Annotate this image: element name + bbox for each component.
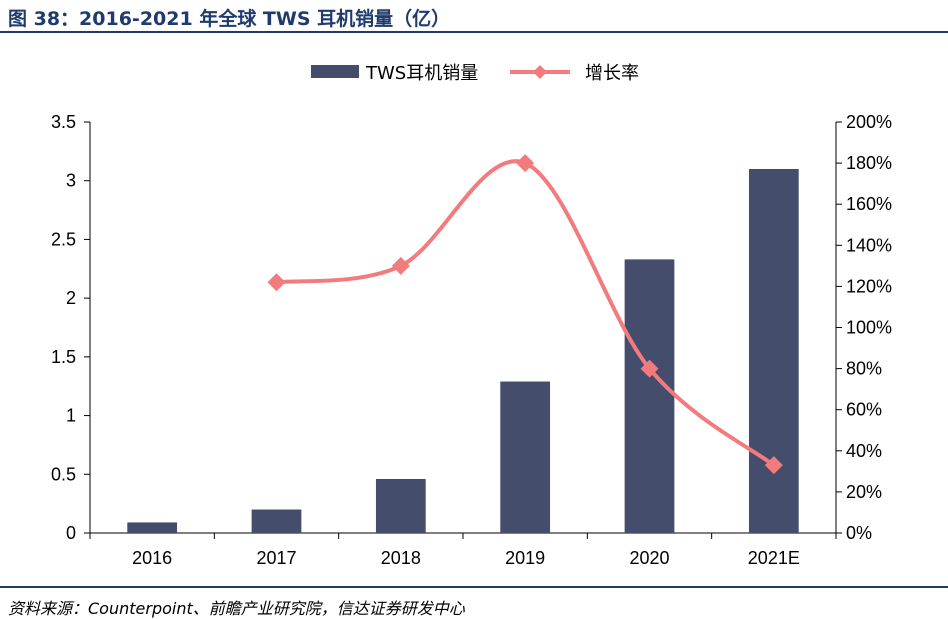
growth-point: [764, 456, 783, 475]
y-right-tick-label: 0%: [846, 523, 872, 543]
y-left-tick-label: 1.5: [51, 347, 76, 367]
x-tick-label: 2016: [132, 548, 172, 568]
x-tick-label: 2019: [505, 548, 545, 568]
figure-title: 图 38：2016-2021 年全球 TWS 耳机销量（亿）: [8, 8, 451, 30]
y-right-tick-label: 20%: [846, 482, 882, 502]
y-right-tick-label: 80%: [846, 359, 882, 379]
chart: TWS耳机销量 增长率 0 0.5 1 1.5 2 2.5 3 3.5 0% 20% 40% 60% 8…: [51, 63, 892, 568]
bars: [127, 168, 799, 533]
x-tick-label: 2021E: [748, 548, 800, 568]
growth-point: [391, 256, 410, 275]
axes: 0 0.5 1 1.5 2 2.5 3 3.5 0% 20% 40% 60% 80% 100% 120% 14…: [51, 112, 892, 568]
bar: [624, 259, 675, 533]
growth-point: [516, 154, 535, 173]
y-right-tick-label: 40%: [846, 441, 882, 461]
y-left-tick-label: 1: [66, 406, 76, 426]
y-left-tick-label: 3.5: [51, 112, 76, 132]
y-left-tick-label: 2.5: [51, 229, 76, 249]
legend-line-label: 增长率: [585, 63, 639, 84]
bar: [748, 168, 799, 533]
bar: [251, 509, 302, 533]
x-tick-label: 2020: [629, 548, 669, 568]
bar: [375, 478, 426, 533]
y-right-tick-label: 120%: [846, 276, 892, 296]
legend: TWS耳机销量 增长率: [311, 63, 639, 84]
y-right-tick-label: 180%: [846, 153, 892, 173]
source-rule: [0, 586, 948, 588]
legend-bar-label: TWS耳机销量: [365, 63, 478, 84]
y-right-tick-label: 60%: [846, 400, 882, 420]
y-right-tick-label: 100%: [846, 318, 892, 338]
bar: [127, 522, 178, 533]
x-tick-label: 2017: [256, 548, 296, 568]
y-left-tick-label: 3: [66, 171, 76, 191]
bar: [500, 381, 551, 533]
legend-bar-swatch: [311, 65, 359, 78]
y-right-tick-label: 200%: [846, 112, 892, 132]
source-note: 资料来源：Counterpoint、前瞻产业研究院，信达证券研发中心: [8, 599, 465, 618]
y-left-tick-label: 0.5: [51, 464, 76, 484]
legend-line-marker: [533, 65, 547, 79]
y-left-tick-label: 0: [66, 523, 76, 543]
growth-line: [267, 154, 783, 475]
y-right-tick-label: 160%: [846, 194, 892, 214]
title-rule: [0, 31, 948, 33]
y-right-tick-label: 140%: [846, 235, 892, 255]
x-tick-label: 2018: [381, 548, 421, 568]
growth-point: [267, 273, 286, 292]
y-left-tick-label: 2: [66, 288, 76, 308]
growth-point: [640, 359, 659, 378]
